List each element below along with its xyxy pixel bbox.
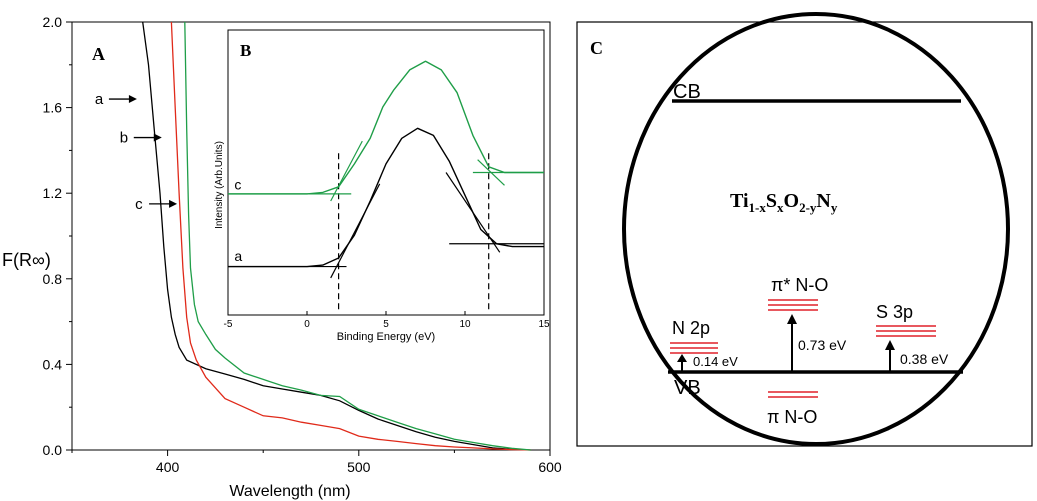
s3p-energy: 0.38 eV xyxy=(900,351,949,367)
panel-b-label: B xyxy=(240,41,251,60)
panel-a-xlabel: Wavelength (nm) xyxy=(229,483,350,500)
panel-c-label: C xyxy=(590,38,603,58)
panel-a-annotations: a b c xyxy=(95,91,178,213)
s3p-levels xyxy=(876,325,936,337)
x-tick-label: 600 xyxy=(538,459,562,475)
series-label-a: a xyxy=(95,91,104,108)
b-series-a-line xyxy=(228,127,544,268)
y-tick-label: 1.2 xyxy=(43,185,63,201)
panel-b-dashed-lines xyxy=(338,149,490,310)
panel-a-label: A xyxy=(92,44,105,64)
b-series-label-a: a xyxy=(234,248,242,264)
pi-label: π N-O xyxy=(767,407,817,427)
formula: Ti1-xSxO2-yNy xyxy=(730,190,838,215)
b-x-tick-label: 5 xyxy=(383,319,389,330)
pi-star-arrowhead xyxy=(787,314,797,324)
b-series-c-line xyxy=(228,60,544,195)
series-label-b: b xyxy=(120,130,128,147)
series-c-line xyxy=(184,21,531,451)
series-a-line xyxy=(142,21,531,451)
s3p-arrowhead xyxy=(885,340,895,350)
x-tick-label: 500 xyxy=(347,459,371,475)
b-x-tick-label: -5 xyxy=(224,319,233,330)
panel-b-x-ticks: -5 0 5 10 15 xyxy=(224,311,550,330)
series-label-c: c xyxy=(135,196,143,213)
panel-b-chart: -5 0 5 10 15 ca B Binding Energy (eV) Intens… xyxy=(214,29,550,343)
y-tick-label: 2.0 xyxy=(43,14,63,30)
pi-star-energy: 0.73 eV xyxy=(798,337,847,353)
b-x-tick-label: 0 xyxy=(304,319,310,330)
x-tick-label: 400 xyxy=(156,459,180,475)
y-tick-label: 0.8 xyxy=(43,271,63,287)
b-tangent-line xyxy=(477,159,505,186)
series-arrowhead-c xyxy=(169,199,178,208)
b-x-tick-label: 15 xyxy=(538,319,550,330)
panel-c-band-diagram: C CB VB Ti1-xSxO2-yNy N 2p 0.14 eV π* N-… xyxy=(576,12,1033,447)
panel-a-x-ticks: 400 500 600 xyxy=(71,450,562,475)
crystal-outline xyxy=(622,12,1010,446)
panel-a-ylabel: F(R∞) xyxy=(2,250,51,270)
pi-star-levels xyxy=(768,299,818,311)
y-tick-label: 0.0 xyxy=(43,442,63,458)
y-tick-label: 1.6 xyxy=(43,100,63,116)
b-x-tick-label: 10 xyxy=(459,319,471,330)
pi-levels xyxy=(768,391,818,398)
panel-c-frame xyxy=(576,21,1033,447)
panel-b-series xyxy=(228,60,544,268)
series-b-line xyxy=(170,21,531,451)
series-arrowhead-b xyxy=(153,133,162,142)
s3p-label: S 3p xyxy=(876,302,913,322)
panel-a-y-ticks: 0.0 0.4 0.8 1.2 1.6 2.0 xyxy=(43,14,72,458)
n2p-energy: 0.14 eV xyxy=(693,354,738,369)
y-tick-label: 0.4 xyxy=(43,356,63,372)
panel-b-ylabel: Intensity (Arb.Units) xyxy=(214,141,225,229)
n2p-arrowhead xyxy=(677,354,687,362)
vb-label: VB xyxy=(674,377,701,399)
n2p-label: N 2p xyxy=(672,318,710,338)
panel-b-xlabel: Binding Energy (eV) xyxy=(337,331,435,343)
cb-label: CB xyxy=(673,81,701,103)
panel-a-series xyxy=(142,21,531,451)
b-series-label-c: c xyxy=(234,177,241,193)
panel-a-chart: 0.0 0.4 0.8 1.2 1.6 2.0 400 500 600 a b c A Wavel… xyxy=(2,14,562,500)
panel-b-annotations: ca xyxy=(234,177,242,264)
series-arrowhead-a xyxy=(128,95,137,104)
pi-star-label: π* N-O xyxy=(771,275,828,295)
n2p-levels xyxy=(670,342,718,354)
b-tangent-line xyxy=(330,140,363,202)
